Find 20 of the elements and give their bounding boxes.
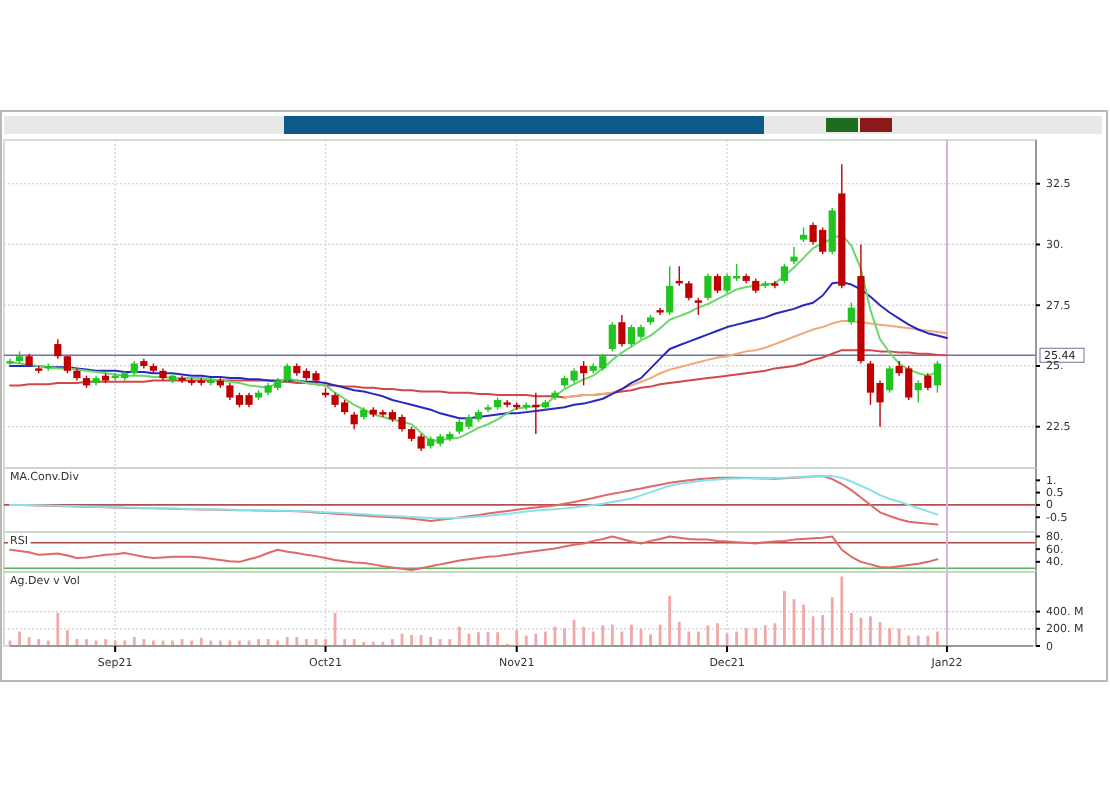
candlestick (885, 365, 894, 394)
candlestick (580, 360, 588, 387)
candlestick (283, 362, 291, 384)
candlestick (618, 314, 626, 348)
candlestick (828, 207, 836, 255)
line-series (9, 349, 948, 399)
candlestick (608, 321, 616, 353)
candlestick (933, 360, 941, 394)
candlestick (914, 379, 922, 404)
line-series (9, 535, 939, 572)
line-series (9, 233, 939, 443)
candlestick (666, 265, 674, 316)
line-series (9, 281, 948, 420)
candlestick (780, 263, 789, 285)
candlestick (713, 272, 722, 294)
candlestick (685, 280, 693, 302)
candlestick (847, 302, 855, 326)
candlestick (704, 272, 712, 302)
candlestick (790, 246, 798, 265)
candlestick (54, 338, 62, 360)
